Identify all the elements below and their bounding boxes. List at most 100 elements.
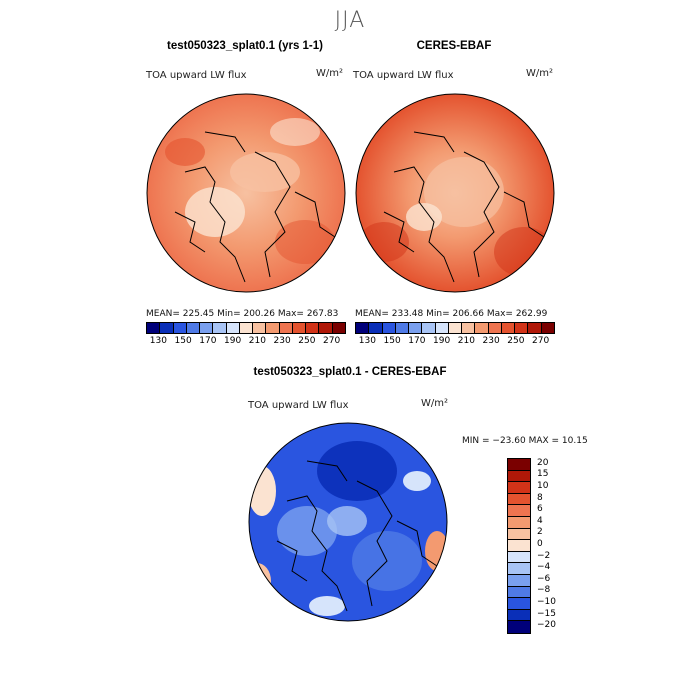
- colorbar-swatch: [515, 323, 529, 333]
- diff-colorbar-swatch: [508, 574, 530, 587]
- diff-units: W/m²: [421, 398, 449, 409]
- diff-colorbar-swatch: [508, 470, 530, 483]
- colorbar-label: 150: [174, 336, 192, 346]
- diff-colorbar-swatch: [508, 505, 530, 517]
- colorbar-label: 170: [199, 336, 217, 346]
- diff-colorbar-swatch: [508, 551, 530, 564]
- colorbar-swatch: [395, 323, 410, 333]
- diff-colorbar-swatch: [508, 459, 530, 471]
- diff-colorbar-label: −20: [537, 620, 556, 631]
- colorbar-swatch: [266, 323, 280, 333]
- colorbar-label: 250: [298, 336, 316, 346]
- colorbar-swatch: [319, 323, 333, 333]
- colorbar-label: 190: [224, 336, 242, 346]
- colorbar-swatch: [306, 323, 320, 333]
- diff-minmax: MIN = −23.60 MAX = 10.15: [462, 436, 588, 446]
- colorbar-label: 190: [433, 336, 451, 346]
- colorbar-swatch: [382, 323, 396, 333]
- panel1-coastlines: [174, 131, 336, 283]
- colorbar-swatch: [253, 323, 267, 333]
- colorbar-swatch: [279, 323, 293, 333]
- panel1-colorbar-labels: 130 150 170 190 210 230 250 270: [146, 336, 344, 346]
- diff-title: test050323_splat0.1 - CERES-EBAF: [253, 366, 447, 378]
- panel1-units: W/m²: [316, 68, 344, 79]
- diff-border: [248, 422, 448, 622]
- diff-colorbar-label: −8: [537, 585, 551, 596]
- panel2-colorbar-labels: 130 150 170 190 210 230 250 270: [355, 336, 553, 346]
- colorbar-swatch: [488, 323, 502, 333]
- panel2-stats: MEAN= 233.48 Min= 206.66 Max= 262.99: [355, 309, 548, 319]
- diff-colorbar-swatch: [508, 482, 530, 494]
- colorbar-swatch: [160, 323, 174, 333]
- colorbar-swatch: [356, 323, 370, 333]
- colorbar-swatch: [332, 323, 345, 333]
- diff-colorbar-label: −2: [537, 550, 551, 561]
- diff-colorbar-swatch: [508, 540, 530, 552]
- panel1-map: [146, 93, 346, 293]
- colorbar-swatch: [541, 323, 554, 333]
- colorbar-swatch: [475, 323, 489, 333]
- colorbar-swatch: [173, 323, 187, 333]
- colorbar-swatch: [226, 323, 240, 333]
- colorbar-label: 230: [273, 336, 291, 346]
- diff-colorbar-label: 15: [537, 469, 549, 480]
- panel1-variable: TOA upward LW flux: [146, 70, 247, 81]
- panel1-colorbar: [146, 322, 346, 334]
- diff-field-patches: [249, 441, 447, 616]
- colorbar-swatch: [239, 323, 254, 333]
- colorbar-swatch: [200, 323, 214, 333]
- colorbar-label: 270: [323, 336, 341, 346]
- diff-colorbar-label: 6: [537, 504, 543, 515]
- colorbar-label: 130: [149, 336, 167, 346]
- diff-colorbar-label: −6: [537, 573, 551, 584]
- diff-colorbar-swatch: [508, 621, 530, 633]
- colorbar-swatch: [435, 323, 449, 333]
- diff-colorbar-label: 10: [537, 481, 549, 491]
- diff-colorbar-labels: 20 15 10 8 6 4 2 0 −2 −4 −6 −8 −10 −15 −20: [537, 458, 577, 634]
- diff-colorbar-swatch: [508, 493, 530, 506]
- colorbar-label: 210: [457, 336, 475, 346]
- colorbar-label: 210: [248, 336, 266, 346]
- colorbar-swatch: [528, 323, 542, 333]
- diff-colorbar-label: 2: [537, 527, 543, 538]
- diff-colorbar-label: 8: [537, 492, 543, 503]
- diff-colorbar-label: −4: [537, 562, 551, 573]
- panel1-stats: MEAN= 225.45 Min= 200.26 Max= 267.83: [146, 309, 339, 319]
- colorbar-swatch: [501, 323, 516, 333]
- colorbar-label: 130: [358, 336, 376, 346]
- colorbar-label: 150: [383, 336, 401, 346]
- panel1-border: [146, 93, 346, 293]
- diff-colorbar-label: −15: [537, 608, 556, 619]
- panel2-map: [355, 93, 555, 293]
- diff-variable: TOA upward LW flux: [248, 400, 349, 411]
- panel2-title: CERES-EBAF: [416, 40, 492, 52]
- diff-colorbar-label: 0: [537, 539, 543, 549]
- colorbar-swatch: [213, 323, 227, 333]
- colorbar-label: 170: [408, 336, 426, 346]
- panel2-border: [355, 93, 555, 293]
- colorbar-swatch: [292, 323, 307, 333]
- diff-colorbar-swatch: [508, 609, 530, 622]
- season-title: JJA: [334, 8, 366, 33]
- colorbar-swatch: [422, 323, 436, 333]
- colorbar-swatch: [448, 323, 463, 333]
- diff-colorbar-swatch: [508, 563, 530, 575]
- colorbar-swatch: [369, 323, 383, 333]
- colorbar-label: 250: [507, 336, 525, 346]
- diff-colorbar-swatch: [508, 528, 530, 541]
- panel2-colorbar: [355, 322, 555, 334]
- diff-colorbar-swatch: [508, 586, 530, 599]
- panel2-variable: TOA upward LW flux: [353, 70, 454, 81]
- panel2-coastlines: [383, 131, 545, 283]
- diff-map: [248, 422, 448, 622]
- colorbar-swatch: [409, 323, 423, 333]
- colorbar-swatch: [186, 323, 201, 333]
- colorbar-label: 230: [482, 336, 500, 346]
- panel1-title: test050323_splat0.1 (yrs 1-1): [167, 40, 323, 52]
- diff-colorbar-label: 4: [537, 515, 543, 526]
- diff-colorbar-label: −10: [537, 597, 556, 607]
- diff-colorbar-swatch: [508, 516, 530, 529]
- diff-colorbar-label: 20: [537, 457, 549, 468]
- colorbar-swatch: [462, 323, 476, 333]
- diff-colorbar: [507, 458, 531, 634]
